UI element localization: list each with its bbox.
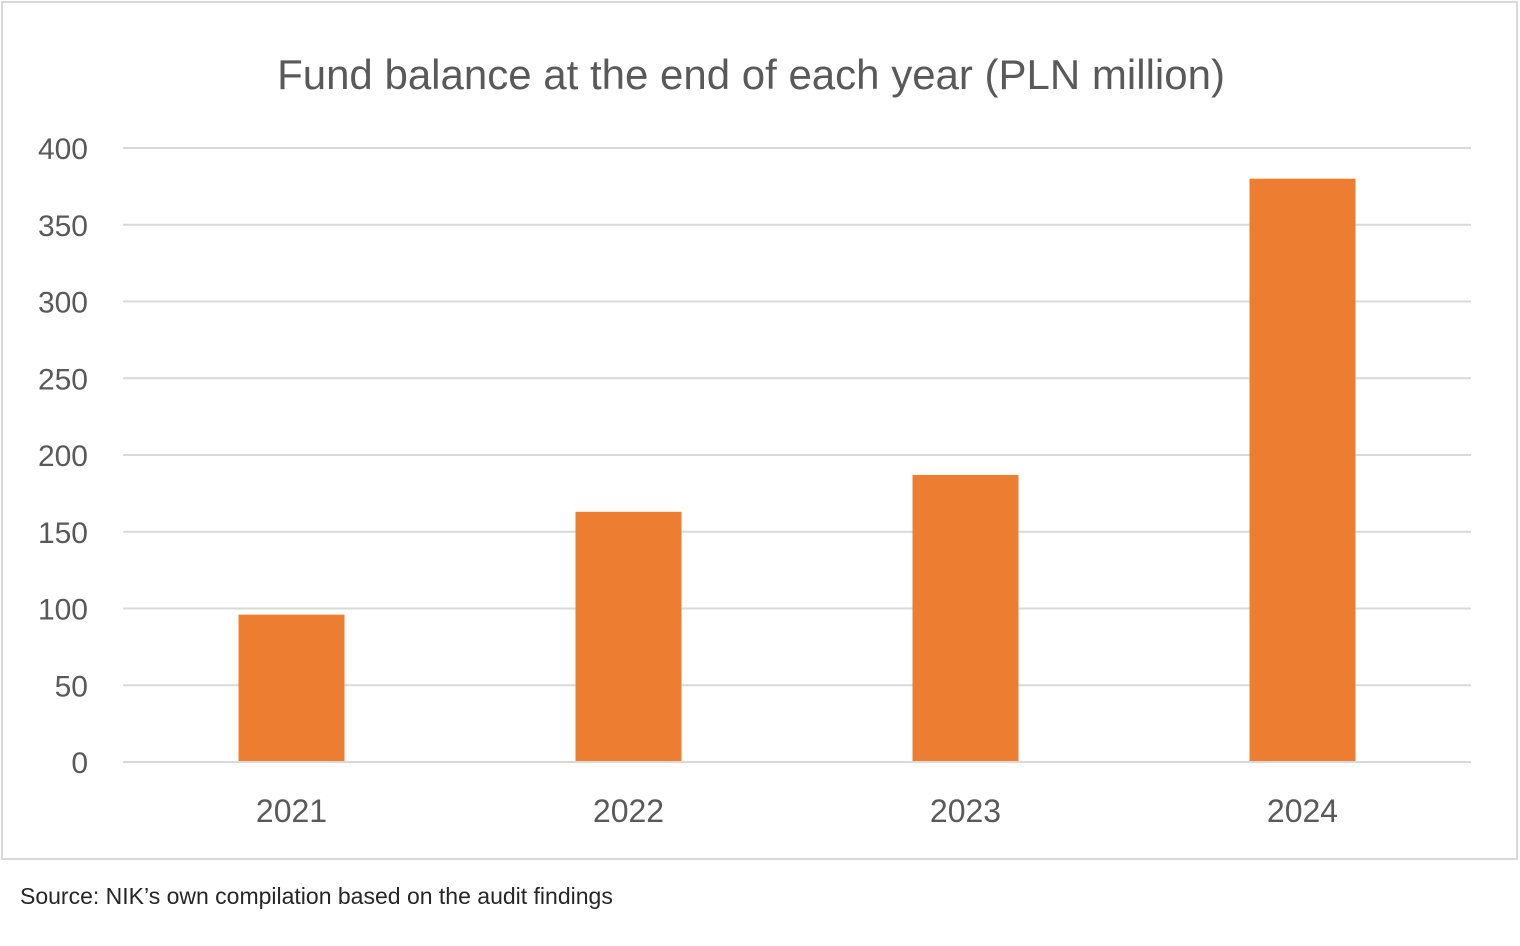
bar-chart: Fund balance at the end of each year (PL… <box>38 51 1471 829</box>
y-tick-label-150: 150 <box>38 517 88 550</box>
bars <box>238 178 1356 762</box>
source-note: Source: NIK’s own compilation based on t… <box>20 883 613 909</box>
x-tick-label-2023: 2023 <box>930 793 1001 829</box>
y-tick-label-300: 300 <box>38 287 88 320</box>
x-tick-label-2022: 2022 <box>593 793 664 829</box>
y-tick-label-350: 350 <box>38 210 88 243</box>
bar-2021 <box>238 614 345 762</box>
gridlines <box>123 147 1471 687</box>
y-tick-label-250: 250 <box>38 363 88 396</box>
bar-2024 <box>1249 178 1356 762</box>
y-tick-label-0: 0 <box>71 747 88 780</box>
x-axis-category-labels: 2021 2022 2023 2024 <box>256 793 1338 829</box>
y-tick-label-400: 400 <box>38 133 88 166</box>
y-tick-label-200: 200 <box>38 440 88 473</box>
x-tick-label-2024: 2024 <box>1267 793 1338 829</box>
y-axis-tick-labels: 0 50 100 150 200 250 300 350 400 <box>38 133 88 780</box>
chart-title: Fund balance at the end of each year (PL… <box>277 51 1225 98</box>
bar-2022 <box>575 511 682 762</box>
y-tick-label-100: 100 <box>38 594 88 627</box>
bar-2023 <box>912 474 1019 762</box>
x-tick-label-2021: 2021 <box>256 793 327 829</box>
y-tick-label-50: 50 <box>55 670 88 703</box>
